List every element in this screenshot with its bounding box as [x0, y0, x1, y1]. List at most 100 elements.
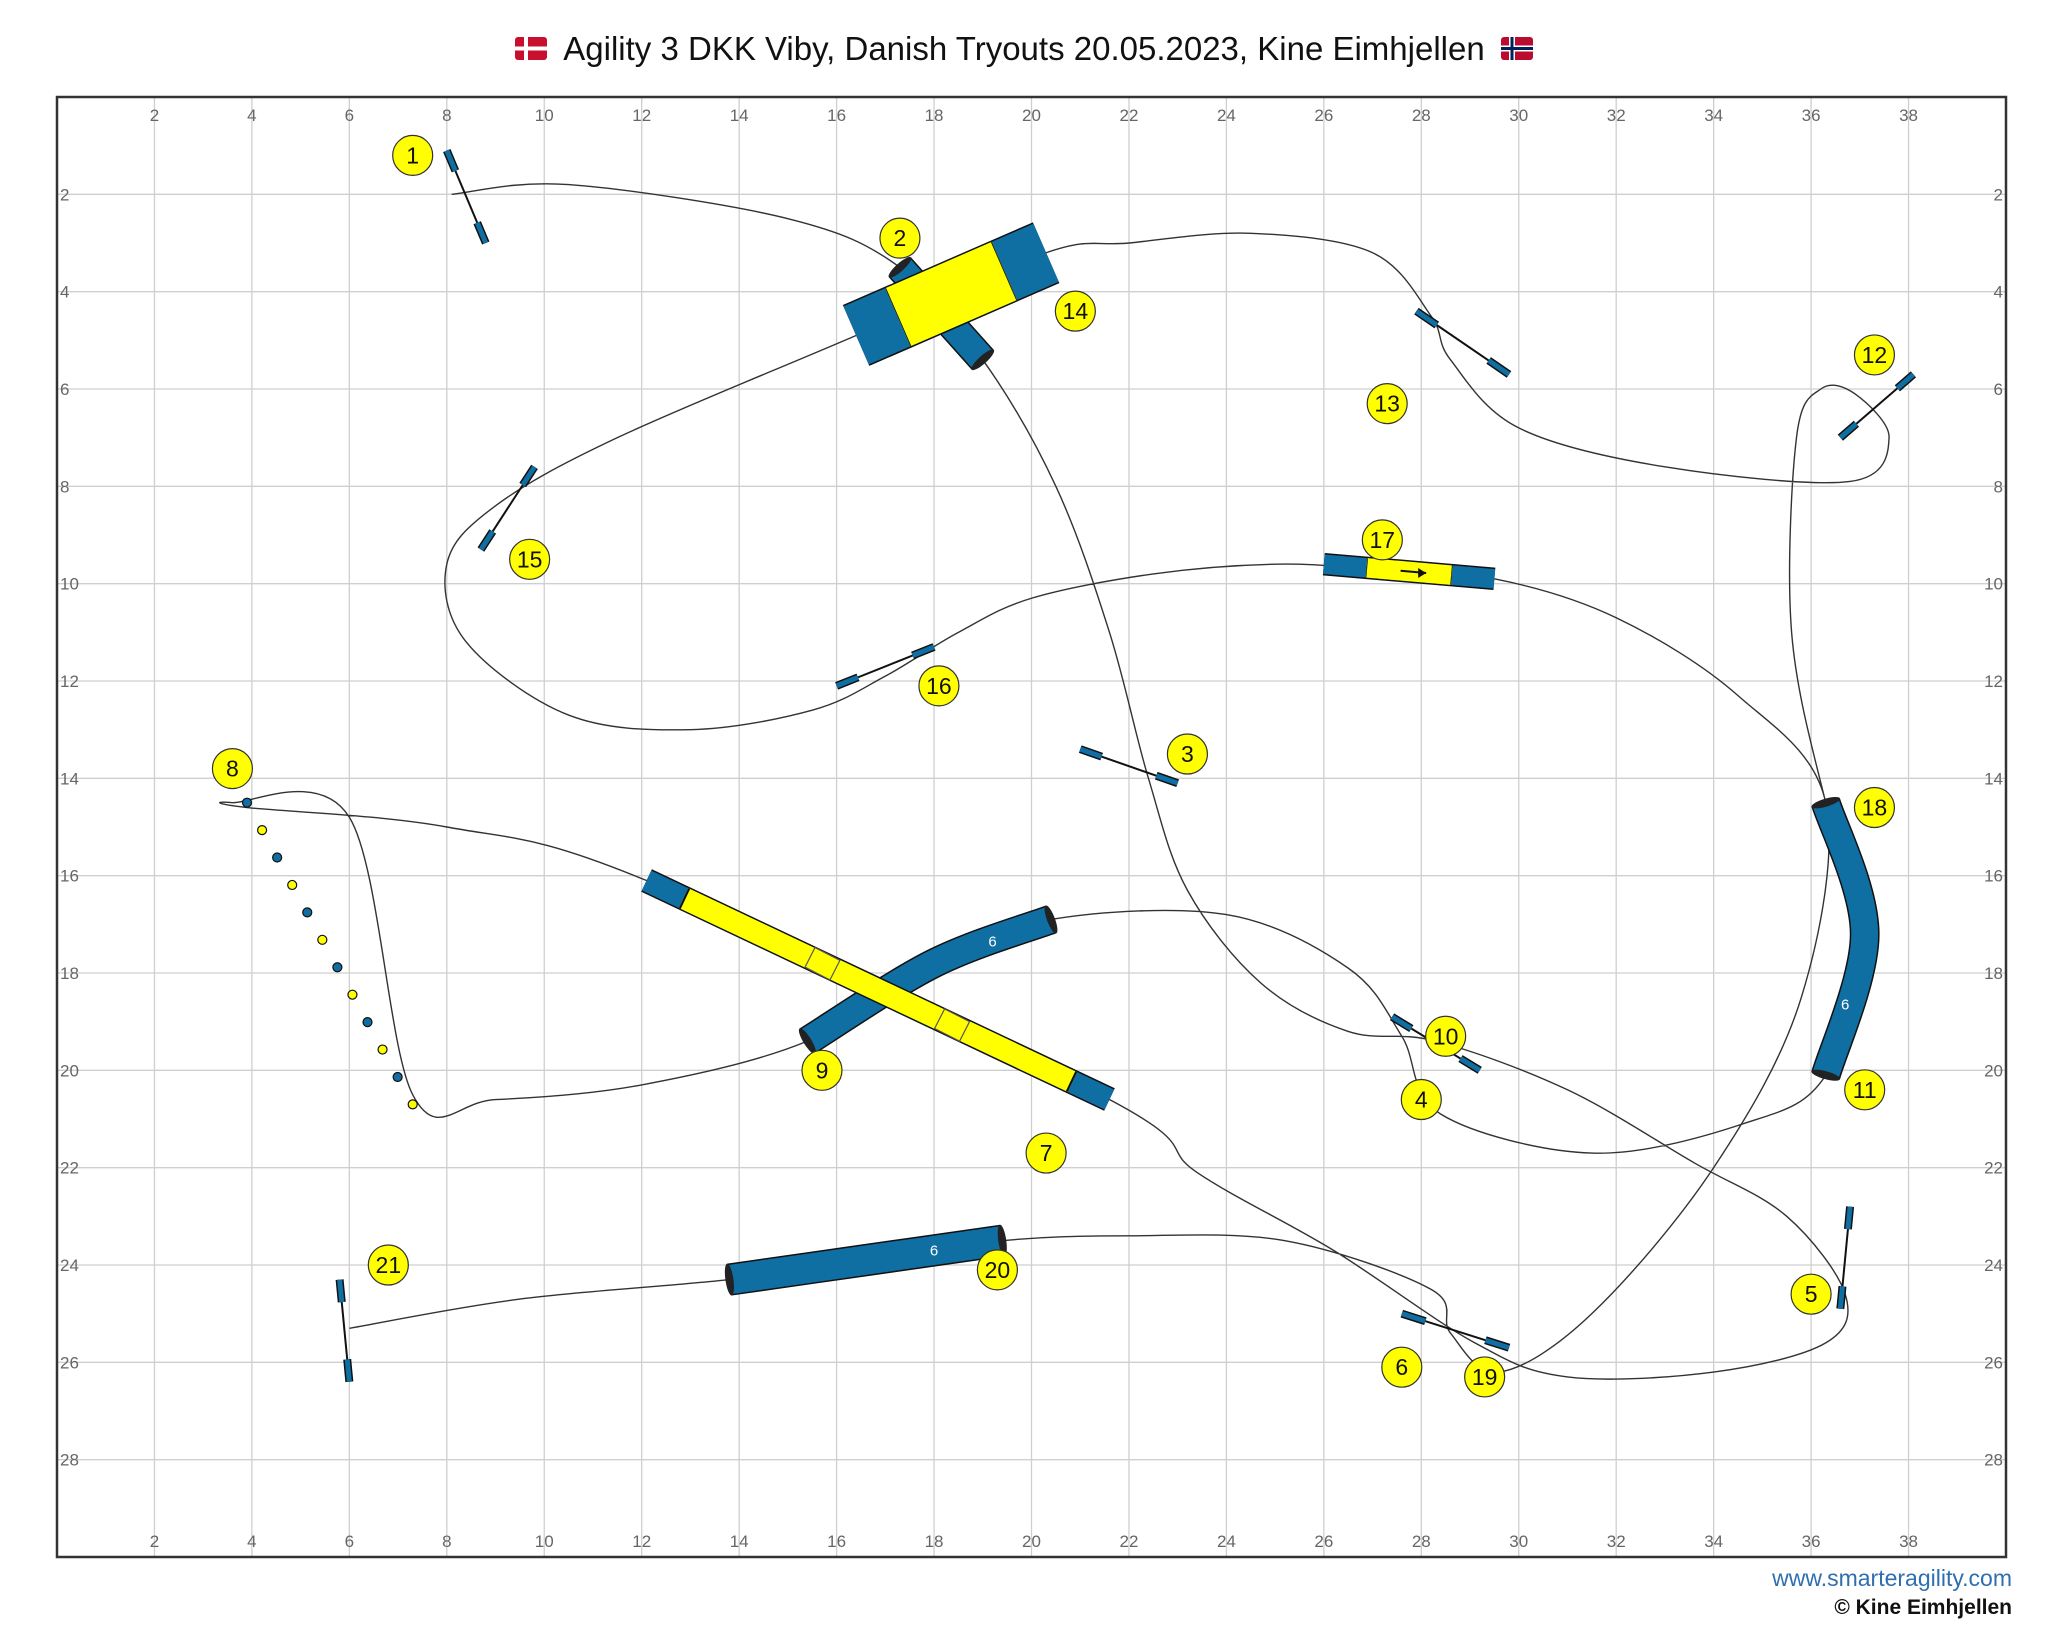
- jump-3-wing-a-fill: [1079, 746, 1103, 759]
- x-tick-top: 26: [1314, 106, 1333, 125]
- x-tick-top: 20: [1022, 106, 1041, 125]
- y-tick-left: 2: [60, 185, 69, 204]
- y-tick-left: 4: [60, 283, 69, 302]
- weave-pole: [392, 1071, 403, 1083]
- jump-15-wing-a-fill: [520, 465, 537, 487]
- y-tick-right: 26: [1984, 1353, 2003, 1372]
- x-tick-top: 28: [1412, 106, 1431, 125]
- number-marker-11: [1844, 1069, 1886, 1111]
- y-tick-right: 18: [1984, 964, 2003, 983]
- y-tick-right: 14: [1984, 769, 2003, 788]
- x-tick-top: 10: [535, 106, 554, 125]
- number-label-19: 19: [1472, 1364, 1498, 1390]
- dog-path-line: [219, 183, 1890, 1380]
- number-marker-1: [392, 134, 434, 176]
- jump-12-wing-a-fill: [1895, 372, 1916, 391]
- number-marker-16: [918, 665, 960, 707]
- seesaw-7-divider: [678, 888, 691, 909]
- number-label-15: 15: [517, 546, 543, 572]
- jump-16-wing-a-fill: [911, 644, 935, 658]
- weave-pole: [407, 1099, 418, 1110]
- x-tick-bottom: 16: [827, 1532, 846, 1551]
- tunnel-2-entry: [888, 256, 912, 278]
- jump-3-wing-b-fill: [1155, 773, 1179, 786]
- y-tick-left: 12: [60, 672, 79, 691]
- y-tick-right: 22: [1984, 1159, 2003, 1178]
- x-tick-top: 34: [1704, 106, 1723, 125]
- tunnel-20-exit: [997, 1224, 1007, 1257]
- x-tick-bottom: 10: [535, 1532, 554, 1551]
- y-tick-left: 6: [60, 380, 69, 399]
- y-tick-right: 2: [1994, 185, 2003, 204]
- tunnel-11-18-label: 6: [1841, 997, 1849, 1014]
- copyright-text: © Kine Eimhjellen: [1834, 1596, 2012, 1619]
- jump-16-wing-b-fill: [835, 674, 859, 689]
- website-link[interactable]: www.smarteragility.com: [1772, 1565, 2012, 1591]
- y-tick-right: 20: [1984, 1061, 2003, 1080]
- number-marker-3: [1166, 733, 1209, 775]
- number-label-21: 21: [376, 1252, 402, 1278]
- y-tick-left: 28: [60, 1451, 79, 1470]
- tunnel-11-18-exit: [1811, 1069, 1841, 1081]
- weave-pole: [241, 797, 253, 808]
- jump-4-10-wing-a-fill: [1390, 1014, 1413, 1031]
- y-tick-right: 28: [1984, 1451, 2003, 1470]
- x-tick-top: 32: [1607, 106, 1626, 125]
- number-label-1: 1: [406, 142, 419, 168]
- number-label-4: 4: [1415, 1087, 1428, 1113]
- number-label-20: 20: [985, 1257, 1011, 1283]
- jump-13-wing-a-fill: [1415, 309, 1439, 328]
- jump-13-wing-b-fill: [1487, 358, 1511, 377]
- number-marker-4: [1400, 1078, 1442, 1121]
- x-tick-top: 36: [1802, 106, 1821, 125]
- x-tick-bottom: 36: [1802, 1532, 1821, 1551]
- x-tick-top: 24: [1217, 106, 1236, 125]
- dogwalk-14-plank: [885, 241, 1017, 347]
- number-marker-14: [1054, 290, 1096, 332]
- x-tick-bottom: 26: [1314, 1532, 1333, 1551]
- number-label-5: 5: [1805, 1281, 1818, 1307]
- y-tick-left: 22: [60, 1159, 79, 1178]
- x-tick-top: 2: [150, 106, 159, 125]
- y-tick-left: 20: [60, 1061, 79, 1080]
- weave-pole: [332, 962, 343, 973]
- x-tick-top: 12: [632, 106, 651, 125]
- number-marker-2: [879, 217, 921, 259]
- y-tick-right: 10: [1984, 575, 2003, 594]
- weave-pole: [256, 824, 268, 836]
- x-tick-bottom: 38: [1899, 1532, 1918, 1551]
- number-label-9: 9: [816, 1057, 829, 1083]
- x-tick-bottom: 30: [1509, 1532, 1528, 1551]
- weave-pole: [347, 989, 358, 1000]
- number-marker-8: [211, 747, 254, 790]
- y-tick-right: 16: [1984, 867, 2003, 886]
- jump-1-wing-a-fill: [444, 149, 458, 172]
- number-label-10: 10: [1433, 1023, 1459, 1049]
- x-tick-top: 4: [247, 106, 256, 125]
- jump-4-10-wing-b-fill: [1459, 1056, 1482, 1073]
- course-title-text: Agility 3 DKK Viby, Danish Tryouts 20.05…: [563, 30, 1485, 67]
- x-tick-bottom: 12: [632, 1532, 651, 1551]
- x-tick-bottom: 14: [730, 1532, 749, 1551]
- x-tick-bottom: 4: [247, 1532, 256, 1551]
- y-tick-right: 4: [1994, 283, 2003, 302]
- x-tick-bottom: 28: [1412, 1532, 1431, 1551]
- number-label-11: 11: [1853, 1077, 1877, 1103]
- weave-pole: [302, 907, 313, 918]
- y-tick-right: 12: [1984, 672, 2003, 691]
- number-label-18: 18: [1862, 795, 1888, 821]
- x-tick-top: 18: [925, 106, 944, 125]
- y-tick-left: 10: [60, 575, 79, 594]
- jump-12-wing-b-fill: [1838, 421, 1859, 440]
- x-tick-bottom: 8: [442, 1532, 451, 1551]
- seesaw-7-pivot: [804, 946, 841, 981]
- x-tick-bottom: 6: [345, 1532, 354, 1551]
- y-tick-left: 18: [60, 964, 79, 983]
- tunnel-20-body: [727, 1226, 1005, 1295]
- x-tick-bottom: 18: [925, 1532, 944, 1551]
- number-marker-7: [1025, 1132, 1067, 1174]
- y-tick-right: 8: [1994, 477, 2003, 496]
- x-tick-bottom: 24: [1217, 1532, 1236, 1551]
